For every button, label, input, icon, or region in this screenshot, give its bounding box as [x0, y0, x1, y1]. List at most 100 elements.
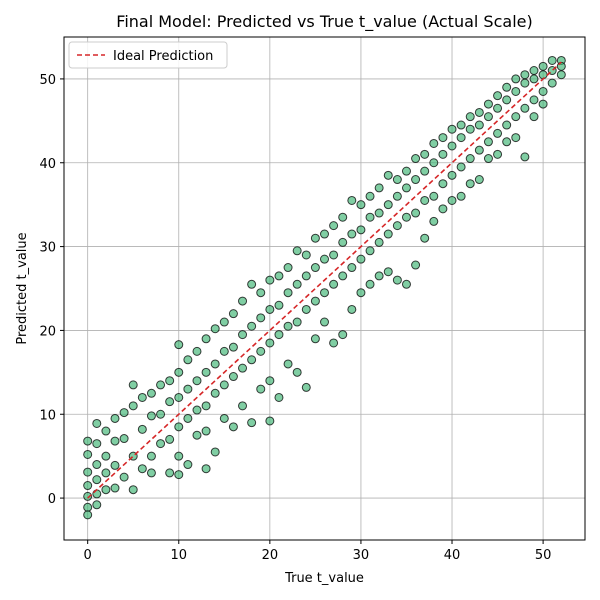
x-tick-label: 20 [262, 548, 279, 563]
scatter-point [320, 229, 329, 239]
scatter-point [292, 246, 302, 256]
scatter-point [292, 367, 302, 377]
scatter-point [329, 250, 339, 260]
scatter-point [547, 55, 557, 65]
scatter-point [92, 439, 102, 449]
axis-ticks: 0 10 20 30 40 50 0 10 20 30 40 50 [39, 73, 551, 563]
scatter-point [301, 382, 311, 392]
scatter-point [201, 426, 211, 436]
scatter-point [383, 170, 393, 180]
scatter-point [520, 78, 530, 88]
scatter-point [556, 70, 566, 80]
scatter-point [228, 372, 238, 382]
scatter-point [438, 204, 448, 214]
scatter-point [320, 288, 329, 298]
scatter-point [301, 271, 311, 281]
scatter-point [137, 464, 147, 474]
scatter-point [347, 229, 357, 239]
scatter-point [283, 321, 293, 331]
scatter-point [228, 422, 238, 432]
scatter-point [529, 112, 539, 122]
scatter-point [411, 260, 421, 270]
scatter-point [465, 112, 475, 122]
scatter-point [156, 439, 166, 449]
scatter-point [110, 436, 120, 446]
scatter-point [365, 191, 375, 201]
scatter-point [83, 481, 93, 491]
scatter-point [383, 229, 393, 239]
scatter-point [429, 158, 439, 168]
scatter-point [183, 355, 193, 365]
scatter-point [228, 342, 238, 352]
scatter-point [447, 170, 457, 180]
scatter-point [538, 61, 548, 71]
scatter-point [392, 191, 402, 201]
scatter-point [447, 141, 457, 151]
scatter-point [383, 267, 393, 277]
scatter-point [529, 74, 539, 84]
scatter-point [292, 317, 302, 327]
scatter-point [238, 330, 248, 340]
scatter-point [310, 263, 320, 273]
scatter-point [274, 300, 284, 310]
scatter-point [411, 208, 421, 218]
scatter-point [502, 82, 512, 92]
scatter-point [83, 467, 93, 477]
scatter-point [219, 413, 229, 423]
scatter-point [474, 107, 484, 117]
scatter-point [83, 502, 93, 512]
scatter-point [456, 120, 466, 130]
scatter-point [329, 279, 339, 289]
scatter-point [310, 233, 320, 243]
scatter-point [274, 330, 284, 340]
y-tick-label: 40 [39, 157, 56, 172]
scatter-point [119, 434, 129, 444]
scatter-point [247, 279, 257, 289]
scatter-point [483, 154, 493, 164]
scatter-point [356, 254, 366, 264]
scatter-point [511, 133, 521, 143]
scatter-point [374, 183, 384, 193]
scatter-point [283, 263, 293, 273]
scatter-point [392, 275, 402, 285]
scatter-point [356, 200, 366, 210]
scatter-point [538, 99, 548, 109]
scatter-point [92, 500, 102, 510]
scatter-point [146, 388, 156, 398]
scatter-point [110, 413, 120, 423]
scatter-point [83, 491, 93, 501]
scatter-point [210, 324, 220, 334]
x-tick-label: 10 [170, 548, 187, 563]
scatter-point [165, 468, 175, 478]
scatter-point [365, 246, 375, 256]
scatter-point [101, 485, 111, 495]
scatter-point [165, 397, 175, 407]
scatter-point [356, 225, 366, 235]
scatter-point [128, 485, 138, 495]
scatter-point [520, 70, 530, 80]
scatter-point [183, 413, 193, 423]
scatter-point [320, 254, 329, 264]
scatter-point [493, 149, 503, 159]
scatter-point [92, 460, 102, 470]
scatter-point [483, 99, 493, 109]
scatter-point [101, 426, 111, 436]
scatter-point [502, 120, 512, 130]
scatter-point [183, 384, 193, 394]
scatter-point [201, 464, 211, 474]
scatter-point [210, 388, 220, 398]
legend: Ideal Prediction [68, 41, 228, 69]
scatter-point [92, 475, 102, 485]
scatter-point [401, 166, 411, 176]
scatter-point [329, 338, 339, 348]
scatter-point [465, 154, 475, 164]
scatter-point [137, 424, 147, 434]
scatter-point [392, 175, 402, 185]
scatter-point [483, 137, 493, 147]
scatter-point [420, 149, 430, 159]
scatter-point [247, 355, 257, 365]
scatter-point [502, 95, 512, 105]
scatter-point [429, 216, 439, 226]
scatter-point [420, 233, 430, 243]
